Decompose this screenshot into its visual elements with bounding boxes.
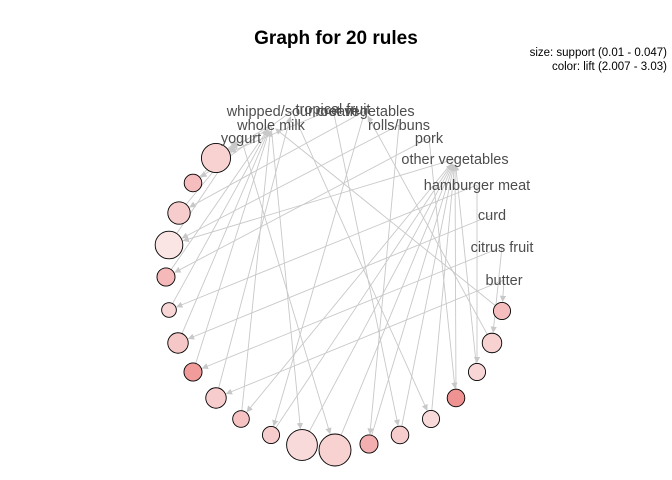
item-label: root vegetables [315,104,414,120]
rule-edge [291,110,428,411]
rule-node[interactable] [318,433,352,467]
rule-node[interactable] [167,332,189,354]
rule-edge [182,158,456,243]
rule-node-layer [154,142,512,467]
rule-edge [240,137,332,435]
rule-edge [367,115,488,335]
rule-node[interactable] [154,230,184,260]
rule-edge [195,130,271,364]
item-label: whole milk [236,118,305,134]
rule-edge [181,129,270,334]
rule-edge [367,124,400,435]
item-label: curd [478,208,506,224]
rule-edge [275,163,453,429]
rule-edge [275,128,496,306]
rule-edge [170,129,268,270]
rule-edge [270,124,304,430]
rule-edge [172,129,269,304]
rule-node[interactable] [421,409,441,429]
rule-edge [189,110,366,208]
rule-node[interactable] [492,301,512,321]
item-label: other vegetables [401,152,508,168]
rule-node[interactable] [183,173,203,193]
item-label: yogurt [221,131,261,147]
rule-node[interactable] [183,362,203,382]
rule-node[interactable] [167,201,191,225]
rule-edge [272,110,366,427]
rule-edge [332,108,400,427]
legend: size: support (0.01 - 0.047) color: lift… [530,46,667,74]
rule-node[interactable] [261,425,281,445]
rule-node[interactable] [446,388,466,408]
legend-color: color: lift (2.007 - 3.03) [551,61,667,73]
rule-edge [340,163,454,436]
rule-edge [225,279,505,395]
item-label: butter [485,273,522,289]
rule-node[interactable] [467,362,487,382]
rule-edge [431,164,458,411]
rule-edge [201,246,503,370]
rule-edge [187,214,493,340]
rule-edge [218,116,293,389]
item-label: tropical fruit [296,102,371,118]
rule-edge [241,130,273,411]
rule-edge [246,158,456,413]
item-label: whipped/sour cream [226,104,358,120]
rule-edge [181,124,400,239]
rule-node[interactable] [205,387,227,409]
rule-node[interactable] [156,267,176,287]
rule-edge [176,184,478,308]
item-label: rolls/buns [368,118,430,134]
rule-node[interactable] [286,429,318,461]
rule-node[interactable] [232,410,250,428]
rule-edge [401,164,456,427]
item-label: citrus fruit [471,240,534,256]
rule-edge [499,279,507,303]
rule-edge [453,164,477,364]
rule-edge [371,164,455,436]
rule-edge [490,246,503,333]
rule-node[interactable] [359,434,379,454]
rule-node[interactable] [390,425,410,445]
edge-layer [170,108,507,436]
rule-node[interactable] [161,302,177,318]
legend-size: size: support (0.01 - 0.047) [529,47,667,59]
rule-node[interactable] [481,332,503,354]
item-label: hamburger meat [424,178,530,194]
rule-edge [308,163,453,432]
item-label: pork [415,131,444,147]
graph-title: Graph for 20 rules [254,28,418,49]
rule-node[interactable] [200,142,232,174]
